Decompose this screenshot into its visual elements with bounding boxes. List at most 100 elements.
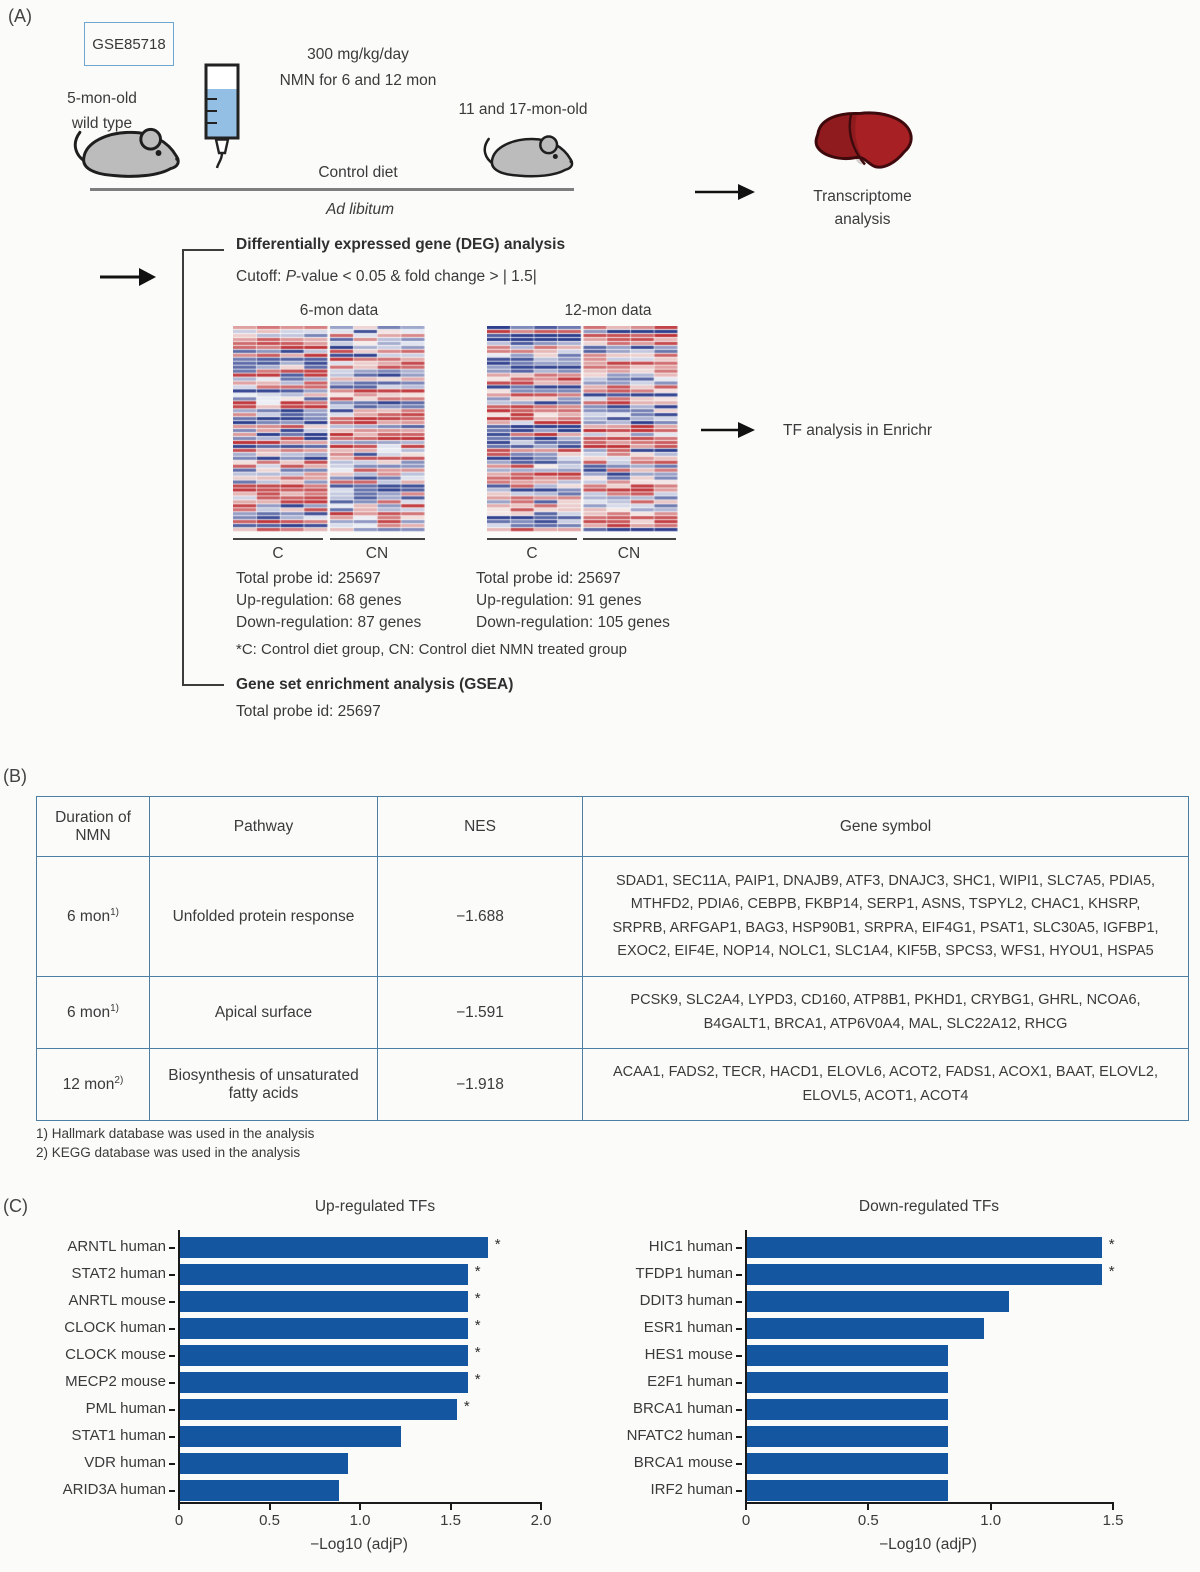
heatmap-12mon-title: 12-mon data	[564, 302, 652, 319]
right-mouse-label: 11 and 17-mon-old	[458, 101, 588, 118]
total-probe-12mon: Total probe id: 25697	[476, 570, 621, 587]
significance-asterisk: *	[474, 1371, 481, 1388]
panel-b-label: (B)	[3, 766, 27, 786]
x-tick-label: 1.5	[440, 1512, 461, 1529]
x-tick-label: 1.0	[980, 1512, 1002, 1529]
bar	[747, 1372, 948, 1393]
bar	[747, 1264, 1102, 1285]
category-label: MECP2 mouse	[65, 1373, 166, 1390]
bar	[180, 1399, 457, 1420]
x-tick	[989, 1504, 992, 1510]
bar	[180, 1480, 340, 1501]
left-mouse-label: 5-mon-old wild type	[67, 90, 137, 132]
x-tick	[359, 1504, 361, 1510]
gse-accession-text: GSE85718	[92, 35, 166, 53]
y-tick	[169, 1354, 175, 1357]
duration-cell: 12 mon2)	[36, 1048, 150, 1121]
heatmap-6mon	[233, 326, 425, 532]
heatmap-6mon-title: 6-mon data	[299, 302, 379, 319]
duration-cell: 6 mon1)	[36, 856, 150, 977]
bar	[747, 1345, 948, 1366]
deg-analysis-title: Differentially expressed gene (DEG) anal…	[236, 236, 566, 253]
down-regulation-12mon: Down-regulation: 105 genes	[476, 614, 670, 631]
x-tick	[268, 1504, 271, 1510]
significance-asterisk: *	[1108, 1236, 1115, 1253]
gsea-col-header-0: Duration of NMN	[36, 796, 150, 857]
p-value-italic: P	[285, 268, 297, 285]
significance-asterisk: *	[474, 1263, 481, 1280]
footnote-ref: 2)	[114, 1074, 124, 1086]
x-tick	[1112, 1504, 1114, 1510]
gene-symbol-cell: PCSK9, SLC2A4, LYPD3, CD160, ATP8B1, PKH…	[582, 976, 1189, 1049]
analysis-bracket	[182, 249, 224, 686]
arrow-to-transcriptome	[695, 184, 755, 200]
footnote-ref: 1)	[110, 1002, 119, 1014]
category-label: IRF2 human	[650, 1481, 733, 1498]
group-note: *C: Control diet group, CN: Control diet…	[236, 641, 628, 658]
category-label: VDR human	[84, 1454, 166, 1471]
water-bottle-icon	[204, 63, 240, 169]
x-tick-label: 2.0	[530, 1512, 552, 1529]
pathway-cell: Biosynthesis of unsaturated fatty acids	[149, 1048, 378, 1121]
cutoff-line: Cutoff: P-value < 0.05 & fold change > |…	[236, 268, 537, 285]
x-axis-line	[745, 1502, 1114, 1504]
bar	[180, 1264, 468, 1285]
gsea-title: Gene set enrichment analysis (GSEA)	[236, 676, 514, 693]
y-tick	[169, 1435, 175, 1438]
y-tick	[736, 1300, 742, 1303]
control-diet-label: Control diet	[318, 164, 398, 181]
x-tick-label: 1.0	[349, 1512, 371, 1529]
total-probe-6mon: Total probe id: 25697	[236, 570, 381, 587]
stats-6mon: Total probe id: 25697 Up-regulation: 68 …	[236, 568, 421, 634]
bar	[180, 1291, 468, 1312]
x-tick-label: 0.5	[857, 1512, 879, 1529]
category-label: ARNTL human	[67, 1238, 166, 1255]
tf-analysis-label: TF analysis in Enrichr	[783, 422, 933, 439]
y-tick	[169, 1408, 175, 1411]
y-tick	[736, 1273, 742, 1276]
bar	[180, 1426, 401, 1447]
panel-c-label: (C)	[3, 1196, 28, 1216]
nes-cell: −1.688	[377, 856, 583, 977]
x-tick	[867, 1504, 870, 1510]
category-label: BRCA1 human	[632, 1400, 733, 1417]
mouse-icon-right	[483, 135, 574, 178]
category-label: E2F1 human	[647, 1373, 733, 1390]
y-tick	[736, 1408, 742, 1411]
bar	[180, 1372, 468, 1393]
bar	[180, 1318, 468, 1339]
footnote-1: 1) Hallmark database was used in the ana…	[36, 1126, 315, 1141]
category-label: CLOCK mouse	[65, 1346, 166, 1363]
down-regulation-6mon: Down-regulation: 87 genes	[236, 614, 422, 631]
significance-asterisk: *	[474, 1290, 481, 1307]
category-label: TFDP1 human	[635, 1265, 733, 1282]
category-label: PML human	[85, 1400, 166, 1417]
nes-cell: −1.918	[377, 1048, 583, 1121]
group-label-c-6mon: C	[272, 545, 284, 562]
y-axis-line	[745, 1230, 747, 1504]
category-label: CLOCK human	[64, 1319, 166, 1336]
bar	[747, 1426, 948, 1447]
y-tick	[736, 1462, 742, 1465]
y-axis-line	[178, 1230, 180, 1504]
category-label: BRCA1 mouse	[633, 1454, 733, 1471]
liver-icon	[814, 111, 913, 169]
pathway-cell: Unfolded protein response	[149, 856, 378, 977]
significance-asterisk: *	[494, 1236, 501, 1253]
category-label: HES1 mouse	[644, 1346, 733, 1363]
bar	[747, 1291, 1009, 1312]
x-axis-line	[178, 1502, 542, 1504]
category-label: ESR1 human	[643, 1319, 733, 1336]
y-tick	[169, 1273, 175, 1276]
y-tick	[736, 1354, 742, 1357]
x-tick-label: 0	[741, 1512, 751, 1529]
category-label: DDIT3 human	[639, 1292, 733, 1309]
footnote-ref: 1)	[110, 906, 119, 918]
y-tick	[736, 1246, 742, 1249]
ad-libitum-label: Ad libitum	[325, 201, 395, 218]
transcriptome-label: Transcriptome analysis	[813, 188, 912, 228]
category-label: STAT2 human	[71, 1265, 166, 1282]
mouse-icon-left	[73, 127, 180, 178]
chart-title: Up-regulated TFs	[314, 1198, 436, 1215]
x-tick	[449, 1504, 452, 1510]
